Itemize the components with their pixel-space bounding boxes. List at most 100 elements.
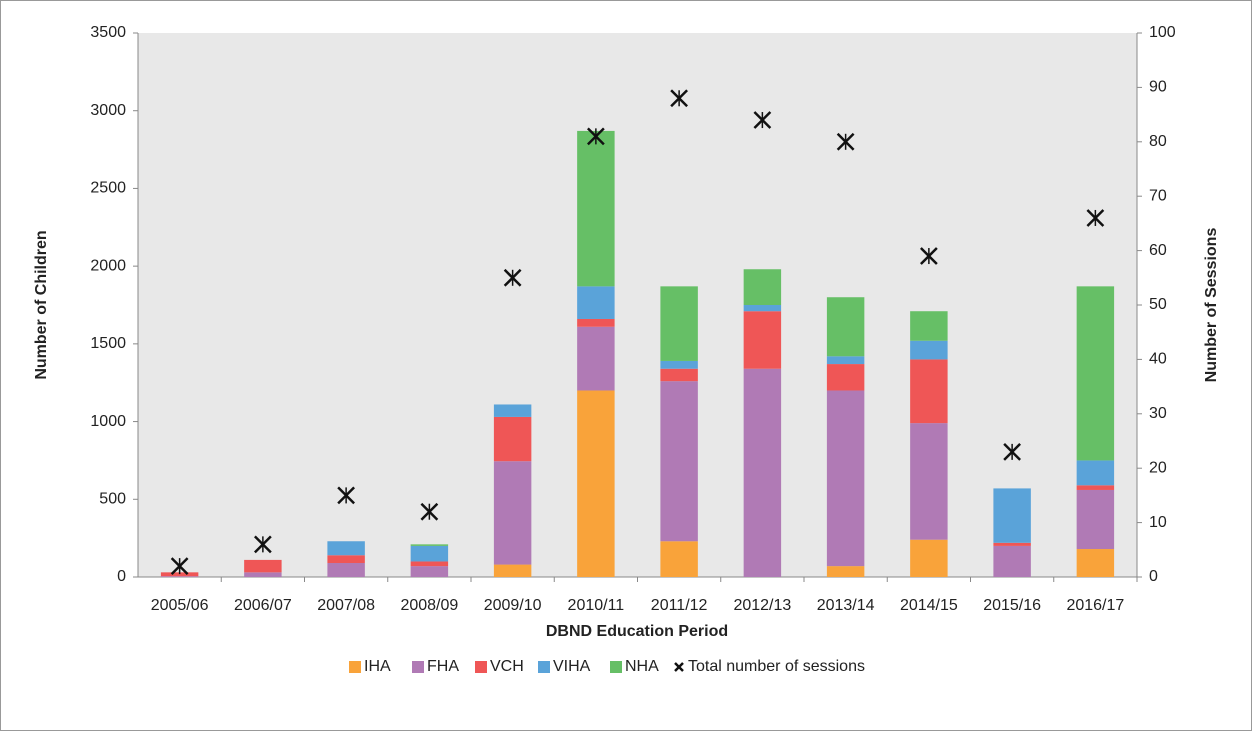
session-marker xyxy=(836,132,855,151)
y-tick-label: 2500 xyxy=(90,180,126,197)
x-tick-label: 2011/12 xyxy=(651,597,708,614)
x-tick-label: 2007/08 xyxy=(317,597,375,614)
legend-swatch xyxy=(538,661,550,673)
legend-marker xyxy=(674,662,684,672)
bar-segment xyxy=(1076,489,1115,550)
session-marker xyxy=(1086,209,1105,227)
session-marker xyxy=(670,89,689,108)
bar-segment xyxy=(660,541,698,577)
bar-segment xyxy=(577,390,615,577)
bar-segment xyxy=(493,404,532,417)
bar-segment xyxy=(660,381,698,542)
x-tick-label: 2005/06 xyxy=(151,597,209,614)
bar-segment xyxy=(826,364,865,391)
bar-segment xyxy=(327,563,365,577)
y-tick-label: 1000 xyxy=(90,413,126,430)
y-tick-label: 0 xyxy=(117,568,126,585)
x-tick-label: 2012/13 xyxy=(733,597,791,614)
y-axis-label: Number of Children xyxy=(33,230,50,379)
session-marker xyxy=(337,486,356,505)
y2-tick-label: 0 xyxy=(1149,568,1158,585)
y2-tick-label: 40 xyxy=(1149,351,1167,368)
bar-segment xyxy=(910,423,948,540)
bar-segment xyxy=(826,356,865,365)
bar-segment xyxy=(493,564,532,577)
bar-segment xyxy=(1076,485,1115,490)
bar-segment xyxy=(577,130,615,287)
y2-tick-label: 20 xyxy=(1149,459,1167,476)
y2-tick-label: 50 xyxy=(1149,296,1167,313)
legend-label: FHA xyxy=(427,658,459,675)
bar-segment xyxy=(160,576,199,577)
bar-segment xyxy=(327,555,365,564)
bar-segment xyxy=(660,368,698,382)
bar-segment xyxy=(743,311,782,369)
x-tick-label: 2006/07 xyxy=(234,597,292,614)
x-tick-label: 2013/14 xyxy=(817,597,875,614)
y-tick-label: 3000 xyxy=(90,102,126,119)
y2-tick-label: 30 xyxy=(1149,405,1167,422)
x-tick-label: 2010/11 xyxy=(568,597,625,614)
legend-label: Total number of sessions xyxy=(688,658,865,675)
bar-segment xyxy=(826,566,865,577)
bar-segment xyxy=(826,297,865,357)
bar-segment xyxy=(493,416,532,462)
legend-label: VIHA xyxy=(553,658,591,675)
bar-segment xyxy=(743,368,782,577)
session-marker xyxy=(919,247,938,265)
bar-segment xyxy=(410,561,449,567)
bar-segment xyxy=(493,461,532,565)
legend-label: VCH xyxy=(490,658,524,675)
session-marker xyxy=(420,502,439,521)
bar-segment xyxy=(1076,460,1115,486)
session-marker xyxy=(503,268,522,287)
bar-segment xyxy=(993,542,1031,546)
legend-label: NHA xyxy=(625,658,659,675)
y2-tick-label: 80 xyxy=(1149,133,1167,150)
x-tick-label: 2009/10 xyxy=(484,597,542,614)
legend-swatch xyxy=(349,661,361,673)
bar-segment xyxy=(244,559,282,573)
x-axis-label: DBND Education Period xyxy=(546,623,728,640)
y-tick-label: 2000 xyxy=(90,257,126,274)
session-marker xyxy=(170,557,189,576)
bar-segment xyxy=(910,359,948,424)
legend-swatch xyxy=(475,661,487,673)
y-tick-label: 500 xyxy=(99,491,126,508)
y-tick-label: 3500 xyxy=(90,24,126,41)
bar-segment xyxy=(910,539,948,577)
y2-axis-label: Number of Sessions xyxy=(1203,228,1220,383)
y2-tick-label: 10 xyxy=(1149,514,1167,531)
bar-segment xyxy=(577,326,615,391)
bar-segment xyxy=(410,544,449,546)
x-tick-label: 2016/17 xyxy=(1066,597,1124,614)
x-tick-label: 2015/16 xyxy=(983,597,1041,614)
bar-segment xyxy=(660,360,698,369)
bar-segment xyxy=(993,488,1031,543)
legend-swatch xyxy=(610,661,622,673)
bar-segment xyxy=(743,305,782,312)
bar-segment xyxy=(743,269,782,305)
legend-swatch xyxy=(412,661,424,673)
bar-segment xyxy=(160,572,199,577)
y-tick-label: 1500 xyxy=(90,335,126,352)
y2-tick-label: 60 xyxy=(1149,242,1167,259)
bar-segment xyxy=(577,318,615,327)
plot-area xyxy=(138,33,1137,577)
y2-tick-label: 90 xyxy=(1149,79,1167,96)
bar-segment xyxy=(910,311,948,341)
bar-segment xyxy=(410,566,449,577)
session-marker xyxy=(253,535,272,554)
legend-label: IHA xyxy=(364,658,391,675)
bar-segment xyxy=(410,545,449,562)
bar-segment xyxy=(910,340,948,360)
bar-segment xyxy=(1076,286,1115,461)
session-marker xyxy=(586,127,605,146)
x-tick-label: 2008/09 xyxy=(400,597,458,614)
bar-segment xyxy=(244,572,282,577)
bar-segment xyxy=(1076,549,1115,577)
x-tick-label: 2014/15 xyxy=(900,597,958,614)
bar-segment xyxy=(327,541,365,556)
marker-stroke xyxy=(674,662,684,672)
